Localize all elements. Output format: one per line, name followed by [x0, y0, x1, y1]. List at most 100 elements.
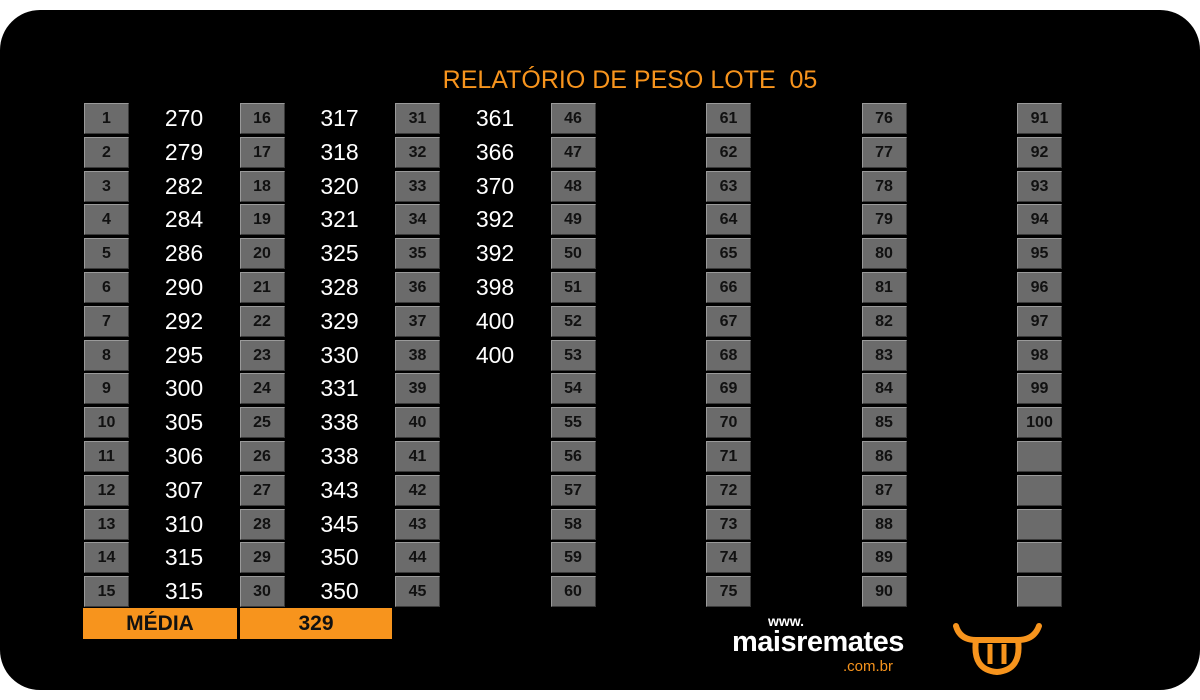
lot-number: 29: [239, 542, 285, 574]
lot-number: 13: [84, 508, 129, 540]
weight: 350: [320, 544, 359, 571]
lot-number: 35: [395, 238, 440, 270]
lot-number: 40: [395, 407, 440, 439]
weight: 350: [320, 578, 359, 605]
lot-number: 38: [395, 339, 440, 371]
weight: 392: [475, 206, 515, 233]
empty-box: [1017, 576, 1062, 608]
lot-number: 87: [861, 474, 907, 506]
weight: 292: [164, 307, 204, 334]
lot-number: 9: [84, 373, 129, 405]
weight: 318: [320, 138, 359, 165]
weight: 310: [164, 510, 204, 537]
lot-number: 58: [550, 508, 596, 540]
lot-number: 80: [861, 238, 907, 270]
weight: 284: [164, 206, 204, 233]
lot-number: 65: [706, 238, 751, 270]
weight: 400: [475, 341, 515, 368]
lot-number: 18: [239, 170, 285, 202]
report-title: RELATÓRIO DE PESO LOTE 05: [442, 66, 818, 94]
lot-number: 61: [706, 103, 751, 134]
lot-number: 33: [395, 170, 440, 202]
report-board: RELATÓRIO DE PESO LOTE 05 MÉDIA 329 www.…: [0, 10, 1200, 690]
lot-number: 14: [84, 542, 129, 574]
weight: 343: [320, 476, 359, 503]
lot-number: 62: [706, 136, 751, 168]
logo-name: maisremates: [732, 626, 904, 658]
weight: 306: [164, 443, 204, 469]
lot-number: 16: [239, 103, 285, 134]
weight: 325: [320, 240, 359, 267]
lot-number: 99: [1017, 373, 1062, 405]
lot-number: 69: [706, 373, 751, 405]
lot-number: 49: [550, 204, 596, 236]
lot-number: 54: [550, 373, 596, 405]
weight: 315: [164, 544, 204, 571]
weight: 315: [164, 578, 204, 605]
lot-number: 52: [550, 305, 596, 337]
weight: 295: [164, 341, 204, 368]
lot-number: 51: [550, 272, 596, 303]
weight: 366: [475, 138, 515, 165]
lot-number: 36: [395, 272, 440, 303]
logo-icon: [953, 623, 1042, 676]
lot-number: 53: [550, 339, 596, 371]
lot-number: 97: [1017, 305, 1062, 337]
empty-box: [1017, 441, 1062, 472]
lot-number: 55: [550, 407, 596, 439]
weight: 290: [164, 274, 204, 300]
lot-number: 64: [706, 204, 751, 236]
lot-number: 92: [1017, 136, 1062, 168]
weight: 270: [164, 105, 204, 131]
lot-number: 79: [861, 204, 907, 236]
weight: 398: [475, 274, 515, 300]
weight: 317: [320, 105, 359, 131]
lot-number: 3: [84, 170, 129, 202]
lot-number: 24: [239, 373, 285, 405]
weight: 305: [164, 409, 204, 436]
weight: 400: [475, 307, 515, 334]
lot-number: 46: [550, 103, 596, 134]
lot-number: 42: [395, 474, 440, 506]
weight: 330: [320, 341, 359, 368]
lot-number: 1: [84, 103, 129, 134]
empty-box: [1017, 474, 1062, 506]
lot-number: 74: [706, 542, 751, 574]
lot-number: 32: [395, 136, 440, 168]
lot-number: 81: [861, 272, 907, 303]
average-value: 329: [240, 608, 392, 639]
lot-number: 37: [395, 305, 440, 337]
lot-number: 34: [395, 204, 440, 236]
lot-number: 11: [84, 441, 129, 472]
weight: 307: [164, 476, 204, 503]
weight: 370: [475, 172, 515, 199]
lot-number: 68: [706, 339, 751, 371]
lot-number: 2: [84, 136, 129, 168]
lot-number: 88: [861, 508, 907, 540]
weight: 321: [320, 206, 359, 233]
empty-box: [1017, 508, 1062, 540]
weight: 329: [320, 307, 359, 334]
lot-number: 45: [395, 576, 440, 608]
lot-number: 60: [550, 576, 596, 608]
lot-number: 47: [550, 136, 596, 168]
lot-number: 73: [706, 508, 751, 540]
logo-suffix: .com.br: [843, 658, 894, 675]
weight: 361: [475, 105, 515, 131]
lot-number: 23: [239, 339, 285, 371]
lot-number: 39: [395, 373, 440, 405]
lot-number: 20: [239, 238, 285, 270]
lot-number: 43: [395, 508, 440, 540]
lot-number: 59: [550, 542, 596, 574]
lot-number: 70: [706, 407, 751, 439]
weight: 328: [320, 274, 359, 300]
lot-number: 95: [1017, 238, 1062, 270]
lot-number: 67: [706, 305, 751, 337]
lot-number: 4: [84, 204, 129, 236]
weight: 279: [164, 138, 204, 165]
weight: 320: [320, 172, 359, 199]
lot-number: 76: [861, 103, 907, 134]
lot-number: 93: [1017, 170, 1062, 202]
lot-number: 31: [395, 103, 440, 134]
lot-number: 26: [239, 441, 285, 472]
